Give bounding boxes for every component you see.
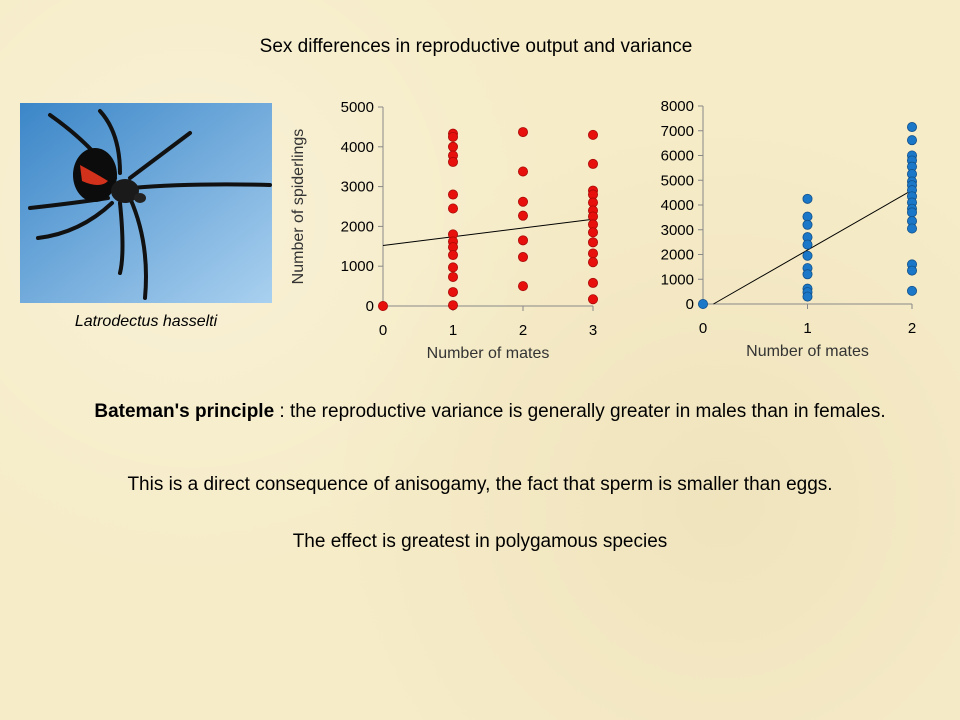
y-tick-label: 8000 xyxy=(661,98,694,115)
data-point xyxy=(587,158,598,169)
x-tick-label: 1 xyxy=(803,320,811,337)
y-tick-label: 2000 xyxy=(341,218,374,235)
spider-photo xyxy=(20,103,272,303)
data-point xyxy=(587,248,598,259)
data-point xyxy=(587,257,598,268)
data-point xyxy=(587,294,598,305)
data-point xyxy=(517,281,528,292)
spider-image xyxy=(20,103,272,303)
y-tick-label: 3000 xyxy=(661,222,694,239)
y-tick-label: 6000 xyxy=(661,148,694,165)
data-point xyxy=(802,239,813,250)
y-tick-label: 1000 xyxy=(341,258,374,275)
data-point xyxy=(517,210,528,221)
data-point xyxy=(906,135,917,146)
data-point xyxy=(517,235,528,246)
data-point xyxy=(517,166,528,177)
y-tick-label: 4000 xyxy=(661,197,694,214)
data-point xyxy=(447,250,458,261)
bateman-principle-text: Bateman's principle : the reproductive v… xyxy=(60,399,920,424)
x-tick-label: 1 xyxy=(449,322,457,339)
female-mates-scatter-chart: 0 1000 2000 3000 4000 5000 0 1 2 3 Number of mates… xyxy=(290,99,598,362)
data-point xyxy=(906,207,917,218)
trendline xyxy=(713,189,913,305)
data-point xyxy=(698,298,709,309)
data-point xyxy=(447,156,458,167)
x-tick-label: 0 xyxy=(379,322,387,339)
x-axis-label: Number of mates xyxy=(427,345,550,362)
bateman-term: Bateman's principle xyxy=(94,401,275,422)
y-tick-label: 5000 xyxy=(661,172,694,189)
y-tick-label: 0 xyxy=(686,296,694,313)
male-mates-scatter-chart: 0 1000 2000 3000 4000 5000 6000 7000 8000 0 1 2 Numb… xyxy=(661,98,917,360)
y-tick-label: 4000 xyxy=(341,139,374,156)
data-point xyxy=(906,122,917,133)
data-point xyxy=(587,227,598,238)
data-point xyxy=(447,203,458,214)
bateman-definition: : the reproductive variance is generally… xyxy=(274,401,886,422)
y-tick-label: 0 xyxy=(366,298,374,315)
data-point xyxy=(447,300,458,311)
x-axis-label: Number of mates xyxy=(746,343,869,360)
data-point xyxy=(517,252,528,263)
y-axis-label: Number of spiderlings xyxy=(290,129,307,285)
x-tick-label: 0 xyxy=(699,320,707,337)
data-point xyxy=(587,277,598,288)
data-point xyxy=(587,237,598,248)
data-point xyxy=(802,250,813,261)
trendline xyxy=(382,218,594,247)
data-point xyxy=(517,196,528,207)
polygamy-text: The effect is greatest in polygamous spe… xyxy=(292,531,668,552)
y-tick-label: 3000 xyxy=(341,179,374,196)
data-point xyxy=(378,300,389,311)
data-point xyxy=(802,291,813,302)
data-point xyxy=(447,287,458,298)
y-tick-label: 7000 xyxy=(661,123,694,140)
data-point xyxy=(447,262,458,273)
x-tick-label: 3 xyxy=(589,322,597,339)
data-point xyxy=(802,269,813,280)
data-point xyxy=(906,223,917,234)
data-point xyxy=(447,271,458,282)
data-point xyxy=(447,141,458,152)
anisogamy-text: This is a direct consequence of anisogam… xyxy=(127,474,833,495)
data-point xyxy=(802,193,813,204)
data-point xyxy=(906,285,917,296)
y-tick-label: 2000 xyxy=(661,247,694,264)
x-tick-label: 2 xyxy=(519,322,527,339)
data-point xyxy=(802,219,813,230)
y-tick-label: 1000 xyxy=(661,271,694,288)
data-point xyxy=(517,127,528,138)
slide-title: Sex differences in reproductive output a… xyxy=(259,36,693,57)
photo-caption: Latrodectus hasselti xyxy=(74,313,218,330)
data-point xyxy=(587,129,598,140)
data-point xyxy=(906,265,917,276)
y-tick-label: 5000 xyxy=(341,99,374,116)
x-tick-label: 2 xyxy=(908,320,916,337)
data-point xyxy=(447,189,458,200)
data-point xyxy=(447,131,458,142)
